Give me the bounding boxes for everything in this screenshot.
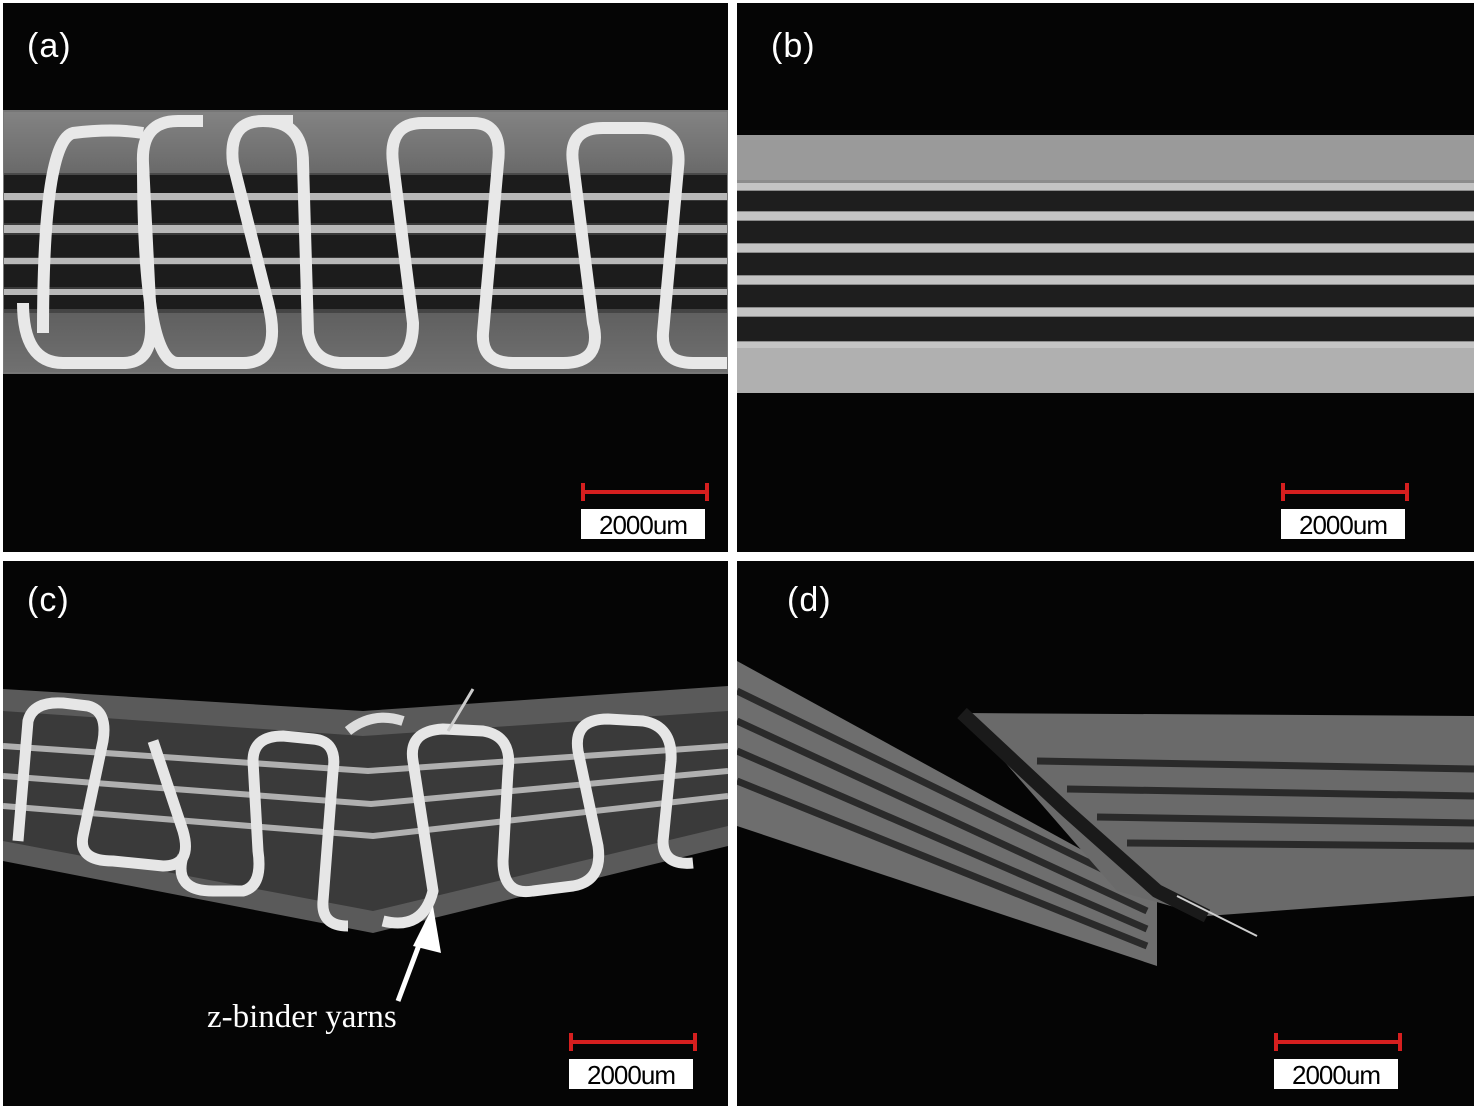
panel-c-scale-label: 2000um [569,1059,693,1089]
panel-d-scale-label: 2000um [1274,1059,1398,1089]
panel-c-label: (c) [27,581,70,619]
panel-b-scale-label: 2000um [1281,509,1405,539]
panel-a-micrograph-image [3,110,728,374]
micrograph-panel-d: (d) 2000um [737,561,1474,1106]
panel-a-scale-bar [581,483,709,501]
panel-a-scale-label: 2000um [581,509,705,539]
panel-b-micrograph-image [737,135,1474,393]
z-binder-yarns-annotation: z-binder yarns [207,999,397,1035]
panel-d-scale-bar [1274,1033,1402,1051]
arrow-icon [395,906,441,1002]
panel-b-scale-bar [1281,483,1409,501]
panel-a-label: (a) [27,27,72,65]
panel-d-micrograph-image [737,661,1474,966]
micrograph-panel-c: (c) z-binder yarns 2000um [3,561,728,1106]
panel-d-label: (d) [787,581,832,619]
panel-b-label: (b) [771,27,816,65]
panel-c-micrograph-image [3,686,728,933]
micrograph-panel-b: (b) 2000um [737,3,1474,552]
micrograph-panel-a: (a) 2000um [3,3,728,552]
panel-c-scale-bar [569,1033,697,1051]
